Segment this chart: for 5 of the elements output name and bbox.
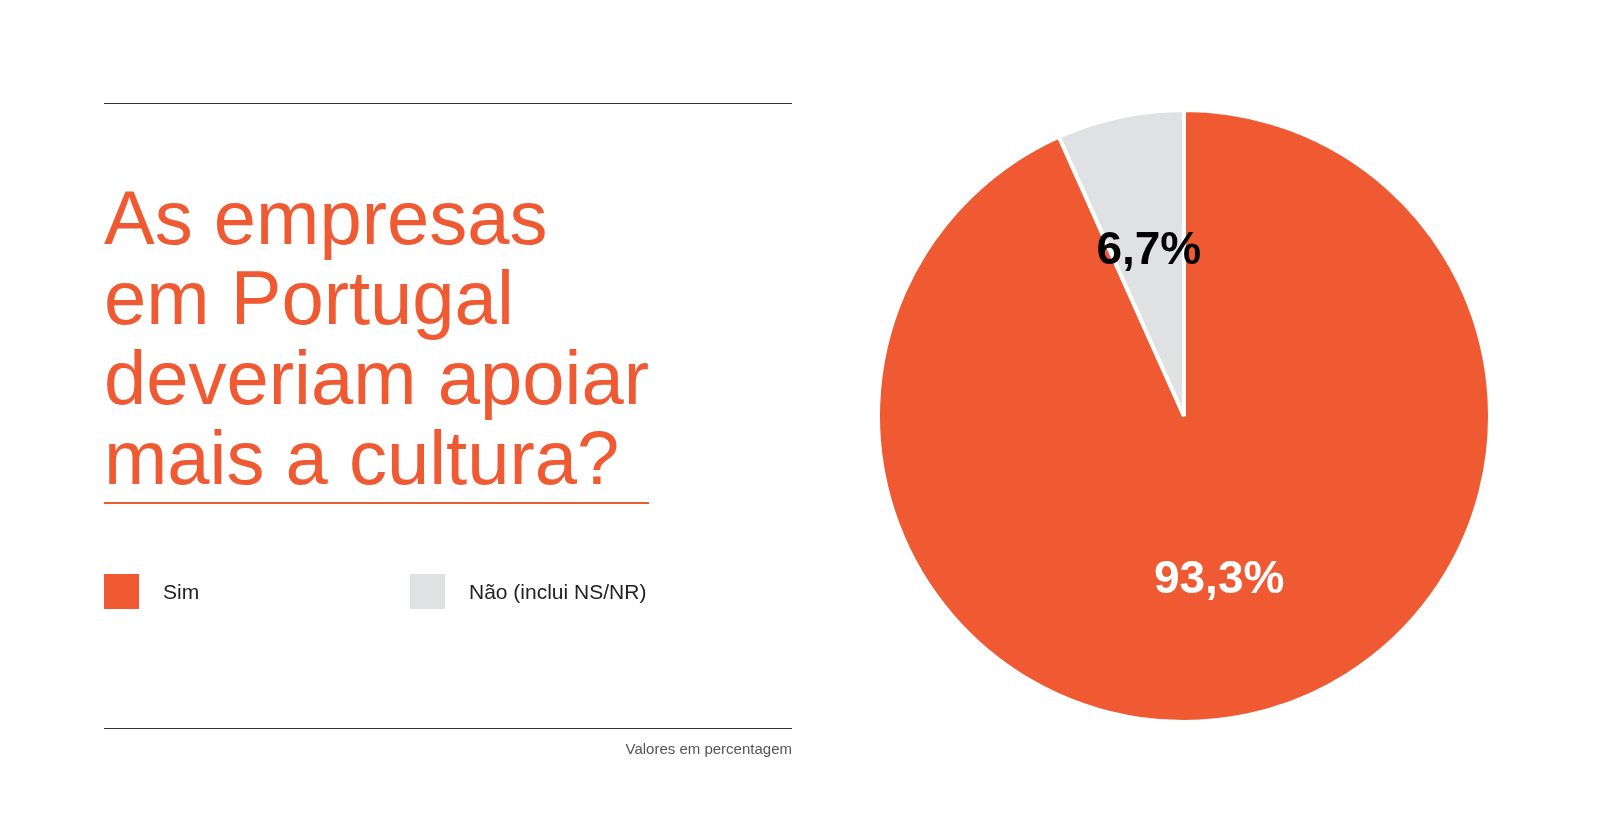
text: Valores em percentagem (624, 740, 792, 757)
data-label: 93,3% (1153, 551, 1285, 604)
text: As empresas em Portugal deveriam apoiar mais a cultura? (104, 175, 649, 504)
legend-label: Sim (163, 579, 200, 604)
legend-label: Não (inclui NS/NR) (469, 579, 647, 604)
